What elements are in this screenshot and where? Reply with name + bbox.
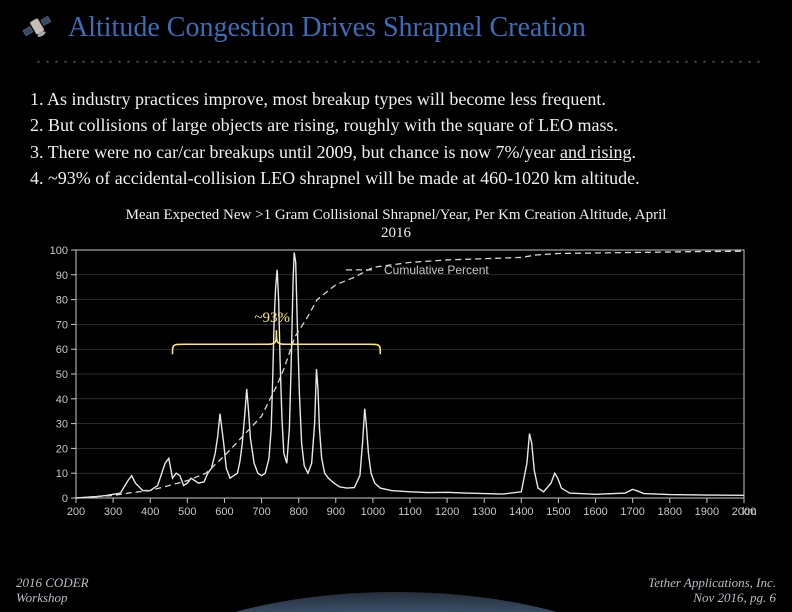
chart-title-line1: Mean Expected New >1 Gram Collisional Sh… bbox=[126, 207, 667, 223]
svg-text:40: 40 bbox=[56, 394, 68, 406]
svg-text:0: 0 bbox=[62, 493, 68, 505]
svg-text:400: 400 bbox=[141, 506, 159, 518]
annotation-93pct: ~93% bbox=[254, 310, 290, 327]
chart-title-line2: 2016 bbox=[381, 225, 411, 241]
bullet-3-main: 3. There were no car/car breakups until … bbox=[30, 142, 560, 162]
svg-text:100: 100 bbox=[50, 245, 68, 257]
svg-text:900: 900 bbox=[327, 506, 345, 518]
footer-right: Tether Applications, Inc. Nov 2016, pg. … bbox=[648, 575, 776, 606]
svg-text:1700: 1700 bbox=[620, 506, 644, 518]
footer: 2016 CODER Workshop Tether Applications,… bbox=[16, 575, 776, 606]
bullet-3-period: . bbox=[631, 142, 636, 162]
svg-text:700: 700 bbox=[252, 506, 270, 518]
footer-left: 2016 CODER Workshop bbox=[16, 575, 89, 606]
bullet-2: 2. But collisions of large objects are r… bbox=[30, 113, 762, 137]
footer-left-line1: 2016 CODER bbox=[16, 575, 89, 590]
divider-dots: ........................................… bbox=[36, 46, 762, 69]
svg-text:1800: 1800 bbox=[658, 506, 682, 518]
svg-text:1600: 1600 bbox=[583, 506, 607, 518]
svg-text:90: 90 bbox=[56, 270, 68, 282]
bullet-3: 3. There were no car/car breakups until … bbox=[30, 140, 762, 164]
footer-right-line1: Tether Applications, Inc. bbox=[648, 575, 776, 590]
svg-text:1100: 1100 bbox=[398, 506, 422, 518]
bullet-list: 1. As industry practices improve, most b… bbox=[30, 87, 762, 190]
svg-text:50: 50 bbox=[56, 369, 68, 381]
svg-text:20: 20 bbox=[56, 444, 68, 456]
svg-text:600: 600 bbox=[215, 506, 233, 518]
chart-title: Mean Expected New >1 Gram Collisional Sh… bbox=[30, 206, 762, 242]
bullet-1: 1. As industry practices improve, most b… bbox=[30, 87, 762, 111]
svg-text:60: 60 bbox=[56, 344, 68, 356]
bullet-3-underline: and rising bbox=[560, 142, 632, 162]
svg-text:10: 10 bbox=[56, 468, 68, 480]
svg-text:1500: 1500 bbox=[546, 506, 570, 518]
svg-text:km: km bbox=[742, 506, 756, 518]
svg-text:80: 80 bbox=[56, 295, 68, 307]
svg-text:1300: 1300 bbox=[472, 506, 496, 518]
svg-text:70: 70 bbox=[56, 320, 68, 332]
page-title: Altitude Congestion Drives Shrapnel Crea… bbox=[68, 12, 586, 44]
slide-root: Altitude Congestion Drives Shrapnel Crea… bbox=[0, 0, 792, 612]
svg-text:1000: 1000 bbox=[361, 506, 385, 518]
bullet-4: 4. ~93% of accidental-collision LEO shra… bbox=[30, 166, 762, 190]
svg-text:500: 500 bbox=[178, 506, 196, 518]
svg-text:1200: 1200 bbox=[435, 506, 459, 518]
svg-text:200: 200 bbox=[67, 506, 85, 518]
svg-text:300: 300 bbox=[104, 506, 122, 518]
title-row: Altitude Congestion Drives Shrapnel Crea… bbox=[20, 10, 762, 46]
svg-text:1400: 1400 bbox=[509, 506, 533, 518]
footer-left-line2: Workshop bbox=[16, 590, 68, 605]
svg-text:30: 30 bbox=[56, 419, 68, 431]
annotation-label: ~93% bbox=[254, 310, 290, 326]
chart-svg: 2003004005006007008009001000110012001300… bbox=[36, 244, 756, 524]
chart-area: 2003004005006007008009001000110012001300… bbox=[36, 244, 756, 524]
svg-text:1900: 1900 bbox=[695, 506, 719, 518]
svg-text:800: 800 bbox=[289, 506, 307, 518]
svg-text:Cumulative Percent: Cumulative Percent bbox=[384, 263, 489, 277]
satellite-icon bbox=[20, 10, 56, 46]
footer-right-line2: Nov 2016, pg. 6 bbox=[693, 590, 776, 605]
